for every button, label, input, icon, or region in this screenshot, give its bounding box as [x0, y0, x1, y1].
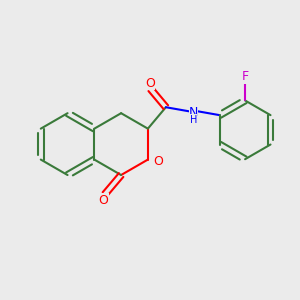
Text: O: O: [153, 154, 163, 167]
Text: F: F: [242, 70, 249, 83]
Text: O: O: [145, 77, 155, 90]
Text: O: O: [98, 194, 108, 207]
Text: N: N: [189, 106, 198, 119]
Text: H: H: [190, 115, 197, 124]
